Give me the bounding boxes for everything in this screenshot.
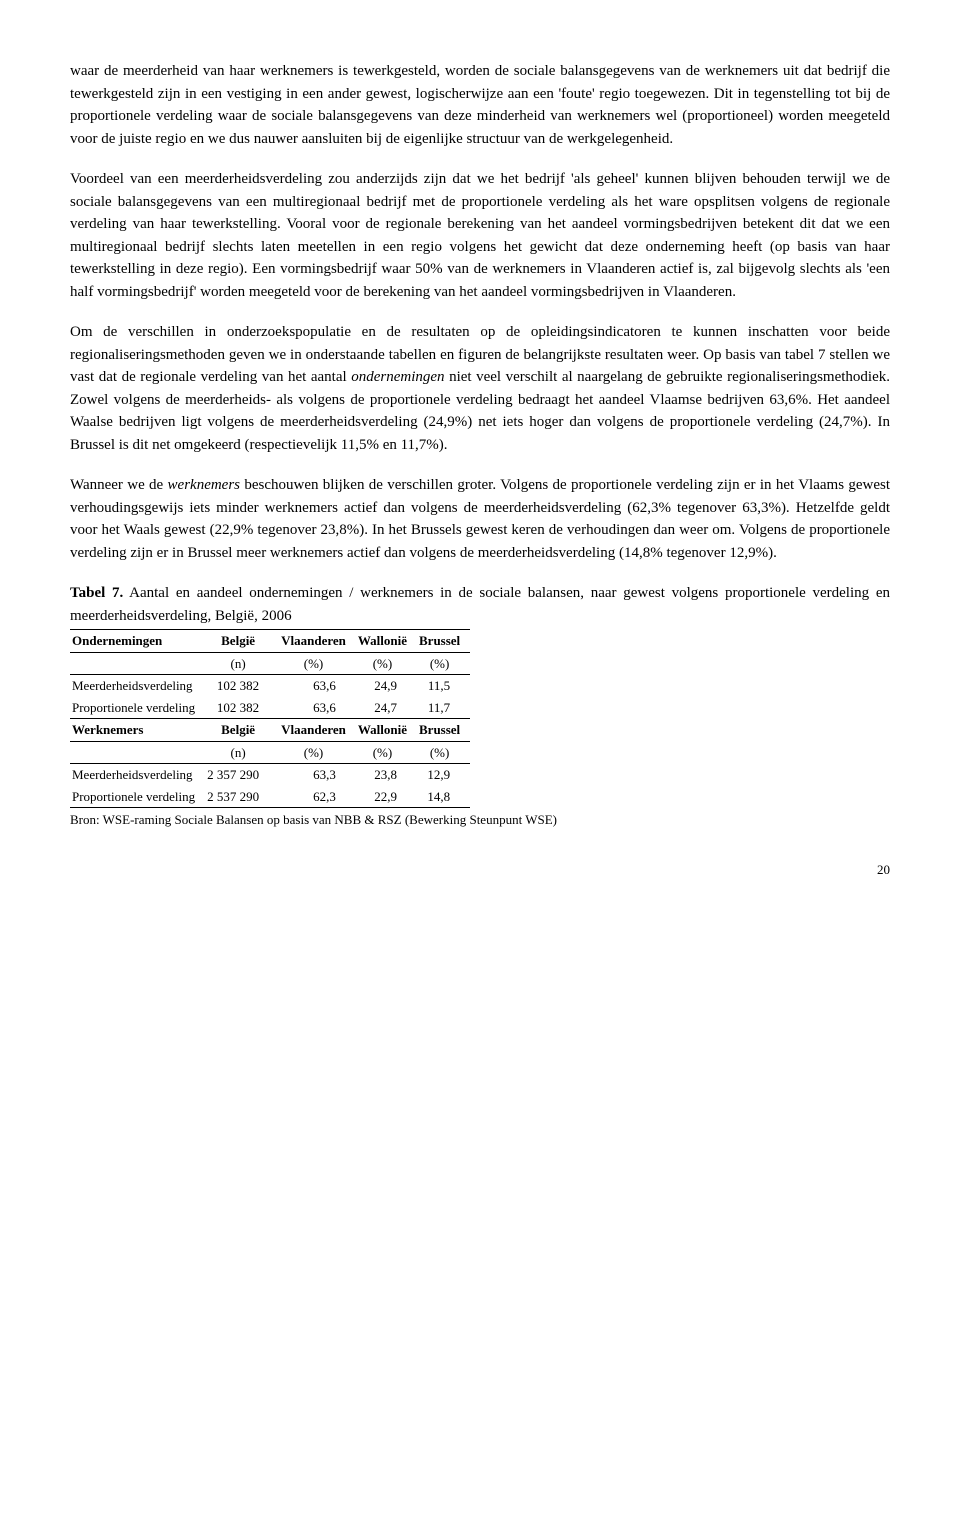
empty-cell — [70, 652, 205, 675]
cell: 2 357 290 — [205, 764, 279, 786]
th-wallonie-1: Wallonië — [356, 630, 417, 653]
table-header-2: Werknemers België Vlaanderen Wallonië Br… — [70, 719, 470, 742]
th-belgie-2-label: België — [221, 722, 255, 737]
unit-pct-v1: (%) — [279, 652, 356, 675]
cell: 24,9 — [356, 675, 417, 697]
th-ondernemingen: Ondernemingen — [70, 630, 205, 653]
cell: 22,9 — [356, 786, 417, 808]
table-row: Proportionele verdeling 102 382 63,6 24,… — [70, 697, 470, 719]
table-units-2: (n) (%) (%) (%) — [70, 741, 470, 764]
th-werknemers: Werknemers — [70, 719, 205, 742]
cell: 2 537 290 — [205, 786, 279, 808]
th-vlaanderen-2-label: Vlaanderen — [281, 722, 346, 737]
table-units-1: (n) (%) (%) (%) — [70, 652, 470, 675]
paragraph-2: Voordeel van een meerderheidsverdeling z… — [70, 168, 890, 303]
paragraph-1: waar de meerderheid van haar werknemers … — [70, 60, 890, 150]
th-werknemers-label: Werknemers — [72, 722, 143, 737]
cell: 63,6 — [279, 675, 356, 697]
cell: 102 382 — [205, 697, 279, 719]
th-belgie-1: België — [205, 630, 279, 653]
th-wallonie-2: Wallonië — [356, 719, 417, 742]
cell: 63,6 — [279, 697, 356, 719]
p3-italic-1: ondernemingen — [351, 369, 444, 385]
row-label: Proportionele verdeling — [70, 697, 205, 719]
cell: 23,8 — [356, 764, 417, 786]
row-label: Proportionele verdeling — [70, 786, 205, 808]
th-vlaanderen-1: Vlaanderen — [279, 630, 356, 653]
th-belgie-2: België — [205, 719, 279, 742]
th-brussel-2: Brussel — [417, 719, 470, 742]
paragraph-4: Wanneer we de werknemers beschouwen blij… — [70, 474, 890, 564]
unit-n-1: (n) — [205, 652, 279, 675]
p4-text-a: Wanneer we de — [70, 477, 168, 493]
cell: 62,3 — [279, 786, 356, 808]
unit-n-2: (n) — [205, 741, 279, 764]
th-vlaanderen-2: Vlaanderen — [279, 719, 356, 742]
table-7: Ondernemingen België Vlaanderen Wallonië… — [70, 629, 470, 808]
empty-cell — [70, 741, 205, 764]
cell: 24,7 — [356, 697, 417, 719]
cell: 11,5 — [417, 675, 470, 697]
cell: 63,3 — [279, 764, 356, 786]
table-row: Meerderheidsverdeling 2 357 290 63,3 23,… — [70, 764, 470, 786]
row-label: Meerderheidsverdeling — [70, 675, 205, 697]
table-7-title-rest: Aantal en aandeel ondernemingen / werkne… — [70, 585, 890, 624]
unit-pct-b1: (%) — [417, 652, 470, 675]
paragraph-3: Om de verschillen in onderzoekspopulatie… — [70, 321, 890, 456]
unit-pct-w2: (%) — [356, 741, 417, 764]
unit-pct-b2: (%) — [417, 741, 470, 764]
th-brussel-2-label: Brussel — [419, 722, 460, 737]
row-label: Meerderheidsverdeling — [70, 764, 205, 786]
page-number: 20 — [70, 860, 890, 880]
cell: 11,7 — [417, 697, 470, 719]
unit-pct-v2: (%) — [279, 741, 356, 764]
cell: 12,9 — [417, 764, 470, 786]
table-7-title: Tabel 7. Aantal en aandeel ondernemingen… — [70, 582, 890, 627]
cell: 102 382 — [205, 675, 279, 697]
table-row: Proportionele verdeling 2 537 290 62,3 2… — [70, 786, 470, 808]
table-row: Meerderheidsverdeling 102 382 63,6 24,9 … — [70, 675, 470, 697]
th-brussel-1: Brussel — [417, 630, 470, 653]
source-line: Bron: WSE-raming Sociale Balansen op bas… — [70, 810, 890, 830]
p4-italic-1: werknemers — [168, 477, 240, 493]
table-7-title-prefix: Tabel 7. — [70, 585, 123, 601]
table-header-1: Ondernemingen België Vlaanderen Wallonië… — [70, 630, 470, 653]
cell: 14,8 — [417, 786, 470, 808]
unit-pct-w1: (%) — [356, 652, 417, 675]
th-wallonie-2-label: Wallonië — [358, 722, 407, 737]
